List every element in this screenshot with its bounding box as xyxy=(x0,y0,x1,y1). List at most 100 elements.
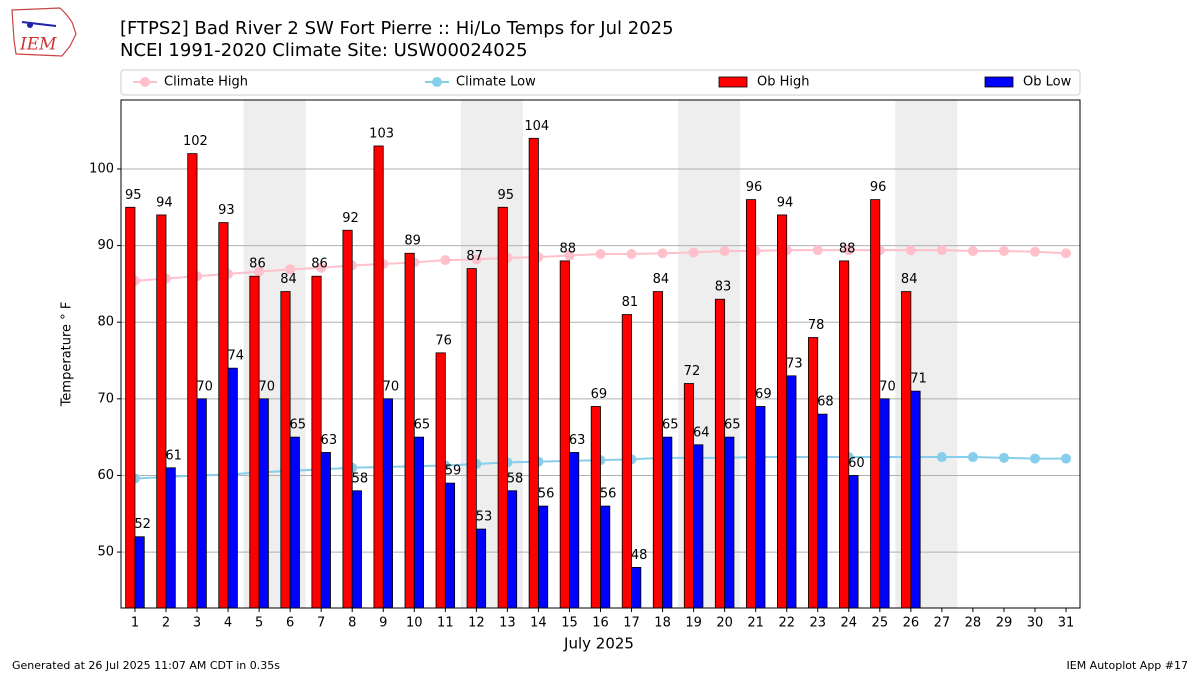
bar xyxy=(413,436,424,608)
bar xyxy=(569,452,580,608)
data-label: 96 xyxy=(746,180,763,195)
legend-label: Climate Low xyxy=(456,75,536,90)
data-label: 64 xyxy=(693,425,710,440)
line-marker xyxy=(936,452,947,463)
x-tick-label: 10 xyxy=(406,616,423,631)
line-marker xyxy=(285,264,296,275)
legend-label: Ob Low xyxy=(1023,75,1072,90)
bar xyxy=(435,352,446,608)
x-tick-label: 14 xyxy=(530,616,547,631)
x-tick-label: 11 xyxy=(437,616,454,631)
y-axis-label: Temperature ° F xyxy=(60,302,75,408)
logo-dot xyxy=(27,22,33,28)
bar xyxy=(218,222,229,608)
bar xyxy=(590,406,601,608)
bar xyxy=(475,528,487,608)
line-marker xyxy=(316,262,327,273)
data-label: 65 xyxy=(290,418,307,433)
data-label: 86 xyxy=(249,257,266,272)
bar xyxy=(652,291,663,608)
x-tick-label: 12 xyxy=(468,616,485,631)
line-marker xyxy=(564,250,575,261)
data-label: 104 xyxy=(524,119,549,134)
data-label: 61 xyxy=(165,448,182,463)
line-marker xyxy=(1029,246,1040,257)
x-tick-label: 2 xyxy=(162,616,170,631)
data-label: 88 xyxy=(560,241,577,256)
data-label: 63 xyxy=(321,433,338,448)
logo-line xyxy=(21,21,57,27)
x-axis-label: July 2025 xyxy=(563,635,634,653)
data-label: 58 xyxy=(352,471,369,486)
data-label: 95 xyxy=(497,188,514,203)
bar xyxy=(280,291,291,608)
line-marker xyxy=(254,266,265,277)
data-label: 76 xyxy=(435,333,452,348)
plot-frame xyxy=(120,99,1081,609)
line-marker xyxy=(1061,453,1072,464)
bar xyxy=(839,260,850,608)
x-tick-label: 20 xyxy=(716,616,733,631)
x-tick-label: 17 xyxy=(623,616,640,631)
bar xyxy=(631,566,642,608)
data-label: 65 xyxy=(724,418,741,433)
bar xyxy=(600,505,611,608)
data-label: 71 xyxy=(910,372,927,387)
bar xyxy=(382,398,393,608)
data-label: 94 xyxy=(156,195,173,210)
x-tick-label: 24 xyxy=(841,616,858,631)
legend-swatch xyxy=(984,76,1014,88)
data-label: 83 xyxy=(715,280,732,295)
bar xyxy=(497,206,508,608)
line-marker xyxy=(1029,453,1040,464)
data-label: 72 xyxy=(684,364,701,379)
bar xyxy=(817,413,828,608)
bar xyxy=(714,298,726,608)
data-label: 70 xyxy=(879,379,896,394)
x-tick-label: 1 xyxy=(131,616,139,631)
line-marker xyxy=(719,245,730,256)
legend-marker xyxy=(432,77,442,87)
data-label: 69 xyxy=(591,387,608,402)
bar xyxy=(156,214,167,608)
x-tick-label: 5 xyxy=(255,616,263,631)
x-tick-label: 15 xyxy=(561,616,578,631)
logo-text: IEM xyxy=(19,35,57,55)
line-marker xyxy=(626,249,637,260)
data-label: 69 xyxy=(755,387,772,402)
bar xyxy=(258,398,269,608)
x-tick-label: 29 xyxy=(996,616,1013,631)
y-tick-label: 50 xyxy=(97,545,114,560)
x-tick-label: 30 xyxy=(1027,616,1044,631)
bar xyxy=(444,482,456,608)
line-marker xyxy=(843,245,854,256)
bar xyxy=(311,275,322,608)
bar xyxy=(466,268,477,608)
data-label: 84 xyxy=(901,272,918,287)
data-label: 70 xyxy=(258,379,275,394)
footer-right: IEM Autoplot App #17 xyxy=(1067,659,1189,672)
bar xyxy=(320,452,331,608)
x-tick-label: 4 xyxy=(224,616,232,631)
data-label: 65 xyxy=(662,418,679,433)
y-tick-label: 70 xyxy=(97,391,114,406)
data-label: 92 xyxy=(342,211,359,226)
x-tick-label: 19 xyxy=(685,616,702,631)
data-label: 94 xyxy=(777,195,794,210)
line-marker xyxy=(812,245,823,256)
bar xyxy=(125,206,136,608)
line-marker xyxy=(998,452,1009,463)
data-label: 70 xyxy=(196,379,213,394)
y-tick-label: 80 xyxy=(97,315,114,330)
bar xyxy=(901,291,912,608)
data-label: 89 xyxy=(404,234,421,249)
data-label: 88 xyxy=(839,241,856,256)
data-label: 103 xyxy=(369,126,394,141)
bar xyxy=(755,406,766,608)
chart-subtitle: NCEI 1991-2020 Climate Site: USW00024025 xyxy=(120,40,528,61)
data-label: 56 xyxy=(538,487,555,502)
line-marker xyxy=(905,245,916,256)
bar xyxy=(870,199,881,608)
x-tick-label: 7 xyxy=(317,616,325,631)
